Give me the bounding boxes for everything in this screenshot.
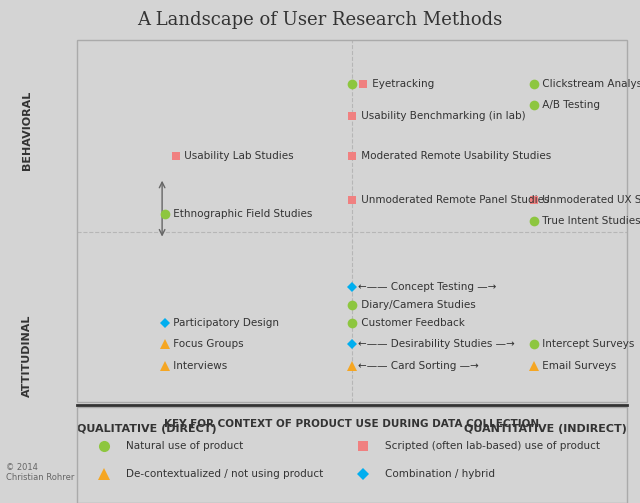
Text: BEHAVIORAL: BEHAVIORAL (22, 91, 32, 171)
Text: ATTITUDINAL: ATTITUDINAL (22, 314, 32, 396)
Text: Diary/Camera Studies: Diary/Camera Studies (358, 300, 476, 310)
Text: ←—— Card Sorting —→: ←—— Card Sorting —→ (358, 361, 478, 371)
Text: De-contextualized / not using product: De-contextualized / not using product (126, 469, 324, 479)
Text: Intercept Surveys: Intercept Surveys (539, 340, 634, 350)
Text: ←—— Concept Testing —→: ←—— Concept Testing —→ (358, 282, 496, 292)
Text: KEY FOR CONTEXT OF PRODUCT USE DURING DATA COLLECTION: KEY FOR CONTEXT OF PRODUCT USE DURING DA… (164, 419, 540, 429)
Text: ←—— Desirability Studies —→: ←—— Desirability Studies —→ (358, 340, 515, 350)
Text: True Intent Studies: True Intent Studies (539, 216, 640, 226)
Text: Moderated Remote Usability Studies: Moderated Remote Usability Studies (358, 151, 551, 161)
Text: Usability Lab Studies: Usability Lab Studies (181, 151, 294, 161)
Text: Natural use of product: Natural use of product (126, 441, 244, 451)
Text: A/B Testing: A/B Testing (539, 101, 600, 111)
Text: Usability Benchmarking (in lab): Usability Benchmarking (in lab) (358, 111, 525, 121)
Text: © 2014
Christian Rohrer: © 2014 Christian Rohrer (6, 463, 75, 482)
Text: QUANTITATIVE (INDIRECT): QUANTITATIVE (INDIRECT) (465, 424, 627, 434)
Text: Unmoderated Remote Panel Studies: Unmoderated Remote Panel Studies (358, 195, 549, 205)
Text: Focus Groups: Focus Groups (170, 340, 244, 350)
Text: A Landscape of User Research Methods: A Landscape of User Research Methods (138, 11, 502, 29)
Text: Eyetracking: Eyetracking (369, 78, 434, 89)
Text: Participatory Design: Participatory Design (170, 318, 280, 328)
Text: Ethnographic Field Studies: Ethnographic Field Studies (170, 209, 313, 219)
Text: QUALITATIVE (DIRECT): QUALITATIVE (DIRECT) (77, 424, 216, 434)
Text: Scripted (often lab-based) use of product: Scripted (often lab-based) use of produc… (385, 441, 600, 451)
Text: Clickstream Analysis: Clickstream Analysis (539, 78, 640, 89)
Text: Customer Feedback: Customer Feedback (358, 318, 465, 328)
Text: Unmoderated UX Studies: Unmoderated UX Studies (539, 195, 640, 205)
Text: Email Surveys: Email Surveys (539, 361, 616, 371)
Text: Combination / hybrid: Combination / hybrid (385, 469, 495, 479)
Text: Interviews: Interviews (170, 361, 228, 371)
